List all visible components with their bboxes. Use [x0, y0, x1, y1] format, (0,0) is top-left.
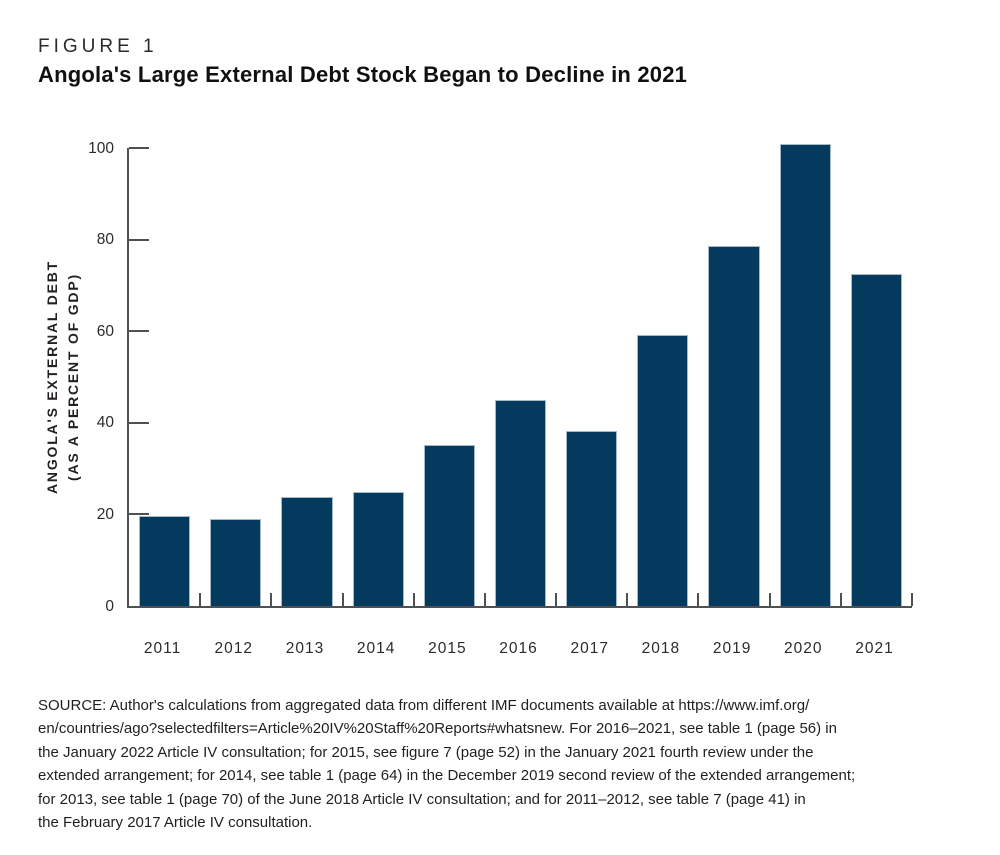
bar-2015	[423, 444, 475, 606]
x-tick-label: 2018	[641, 640, 681, 657]
x-tick-label: 2019	[712, 640, 752, 657]
plot-area	[127, 144, 913, 608]
bar-2019	[708, 245, 760, 606]
bar-2014	[352, 491, 404, 606]
y-tick-label: 0	[105, 597, 114, 615]
bar-2012	[210, 518, 262, 606]
x-axis-tick	[270, 593, 273, 606]
bar-2016	[494, 399, 547, 606]
x-tick-label: 2011	[143, 640, 182, 657]
x-axis-tick	[768, 593, 771, 606]
y-axis-tick	[129, 147, 149, 149]
y-tick-label: 60	[96, 322, 114, 340]
y-axis-tick	[129, 238, 149, 241]
x-tick-label: 2021	[855, 640, 894, 657]
x-tick-label: 2020	[784, 640, 823, 657]
x-tick-label: 2012	[214, 640, 254, 657]
x-axis-labels: 2011 2012 2013 2014 2015 2016 2017 2018 2019 2020…	[127, 640, 910, 658]
x-tick-label: 2016	[499, 640, 538, 657]
bar-2013	[281, 497, 333, 606]
x-axis-tick	[199, 593, 202, 606]
y-tick-label: 100	[88, 139, 114, 157]
x-axis-tick	[555, 593, 558, 606]
x-axis-tick	[626, 593, 629, 606]
source-note: SOURCE: Author's calculations from aggre…	[38, 694, 988, 834]
bar-2018	[637, 334, 689, 606]
bar-2011	[138, 515, 191, 606]
source-line: the February 2017 Article IV consultatio…	[38, 814, 313, 832]
figure-title: Angola's Large External Debt Stock Began…	[38, 62, 688, 87]
bar-2017	[566, 430, 618, 606]
x-tick-label: 2017	[570, 640, 609, 657]
bar-chart: ANGOLA'S EXTERNAL DEBT (AS A PERCENT OF …	[44, 140, 913, 658]
y-axis-tick	[129, 330, 149, 333]
x-tick-label: 2013	[285, 640, 325, 657]
x-axis-tick	[412, 593, 415, 606]
x-axis-tick	[839, 593, 842, 606]
source-line: for 2013, see table 1 (page 70) of the J…	[38, 790, 806, 808]
y-axis-tick	[129, 513, 149, 516]
source-line: SOURCE: Author's calculations from aggre…	[38, 697, 810, 714]
figure-label: FIGURE 1	[38, 36, 158, 57]
x-tick-label: 2015	[428, 640, 467, 657]
y-tick-label: 40	[96, 414, 114, 432]
source-line: en/countries/ago?selectedfilters=Article…	[38, 720, 837, 738]
x-axis-tick	[911, 593, 913, 606]
y-tick-label: 20	[96, 505, 114, 523]
x-axis-tick	[697, 593, 700, 606]
bar-2021	[850, 273, 903, 606]
x-axis-tick	[341, 593, 344, 606]
source-line: the January 2022 Article IV consultation…	[38, 743, 814, 761]
x-axis-tick	[483, 593, 486, 606]
x-tick-label: 2014	[356, 640, 396, 657]
bar-2020	[779, 144, 831, 606]
y-tick-labels: 0 20 40 60 80 100	[50, 140, 114, 613]
source-line: extended arrangement; for 2014, see tabl…	[38, 767, 856, 785]
y-tick-label: 80	[96, 230, 114, 248]
y-axis-tick	[129, 421, 149, 424]
